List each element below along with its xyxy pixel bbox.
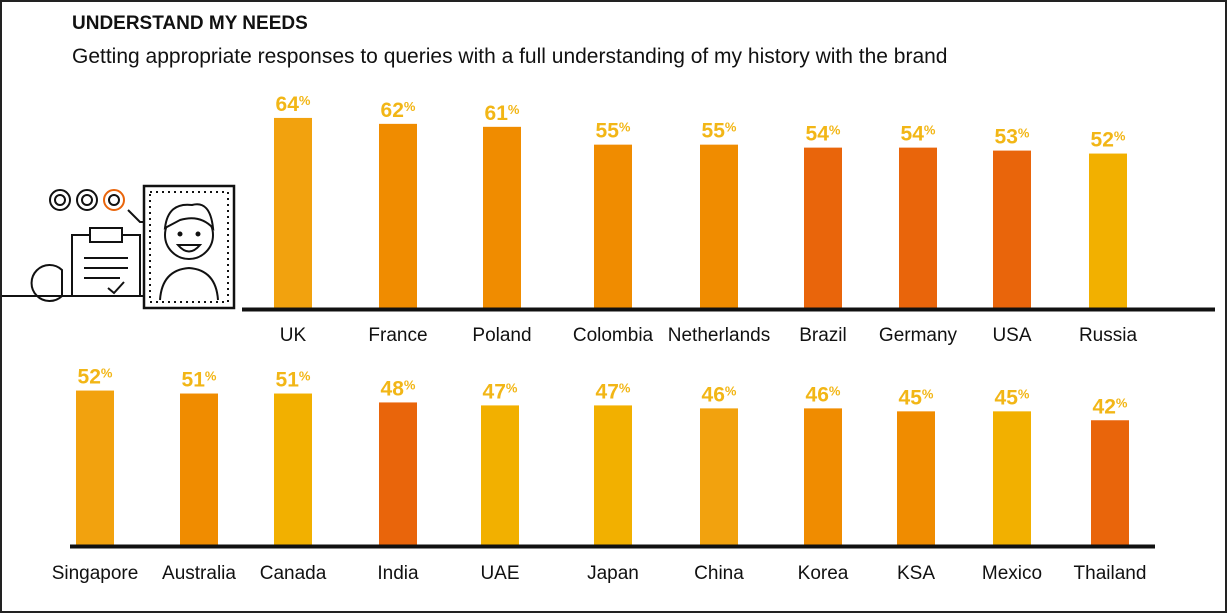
x-tick-label: China <box>694 563 744 584</box>
bar <box>993 150 1031 308</box>
value-label: 55% <box>702 120 737 143</box>
x-tick-label: India <box>377 563 419 584</box>
bar <box>180 393 218 545</box>
bar <box>274 117 312 308</box>
subtitle: Getting appropriate responses to queries… <box>72 45 948 68</box>
bar <box>379 123 417 308</box>
value-label: 47% <box>596 380 631 403</box>
value-label: 48% <box>381 377 416 400</box>
x-tick-label: Netherlands <box>668 325 770 346</box>
value-label: 61% <box>485 102 520 125</box>
x-tick-label: Korea <box>798 563 849 584</box>
x-tick-label: Colombia <box>573 325 654 346</box>
value-label: 51% <box>182 369 217 392</box>
value-label: 52% <box>1091 129 1126 152</box>
bar <box>1089 153 1127 308</box>
bar <box>804 147 842 308</box>
x-tick-label: Thailand <box>1074 563 1147 584</box>
bar <box>700 408 738 545</box>
bar <box>379 402 417 545</box>
value-label: 46% <box>806 383 841 406</box>
x-tick-label: Germany <box>879 325 958 346</box>
x-tick-label: France <box>368 325 427 346</box>
value-label: 64% <box>276 93 311 116</box>
bar <box>700 144 738 308</box>
bar <box>481 405 519 545</box>
x-tick-label: Poland <box>472 325 531 346</box>
bar <box>594 405 632 545</box>
bar <box>76 390 114 545</box>
value-label: 54% <box>901 123 936 146</box>
x-tick-label: Mexico <box>982 563 1042 584</box>
value-label: 51% <box>276 369 311 392</box>
x-tick-label: Brazil <box>799 325 847 346</box>
bar <box>274 393 312 545</box>
title: UNDERSTAND MY NEEDS <box>72 13 308 34</box>
bar <box>804 408 842 545</box>
x-tick-label: Russia <box>1079 325 1138 346</box>
x-tick-label: Canada <box>260 563 327 584</box>
bar <box>594 144 632 308</box>
value-label: 62% <box>381 99 416 122</box>
bar <box>899 147 937 308</box>
bar <box>483 126 521 308</box>
x-tick-label: Australia <box>162 563 236 584</box>
value-label: 52% <box>78 366 113 389</box>
x-tick-label: USA <box>992 325 1031 346</box>
x-tick-label: UK <box>280 325 307 346</box>
bar <box>897 411 935 545</box>
value-label: 45% <box>899 386 934 409</box>
value-label: 55% <box>596 120 631 143</box>
value-label: 53% <box>995 126 1030 149</box>
x-tick-label: KSA <box>897 563 935 584</box>
value-label: 47% <box>483 380 518 403</box>
value-label: 54% <box>806 123 841 146</box>
bar <box>1091 420 1129 545</box>
value-label: 42% <box>1093 395 1128 418</box>
x-tick-label: UAE <box>480 563 519 584</box>
x-tick-label: Japan <box>587 563 639 584</box>
x-tick-label: Singapore <box>52 563 139 584</box>
value-label: 46% <box>702 383 737 406</box>
icon <box>2 184 236 310</box>
value-label: 45% <box>995 386 1030 409</box>
bar <box>993 411 1031 545</box>
